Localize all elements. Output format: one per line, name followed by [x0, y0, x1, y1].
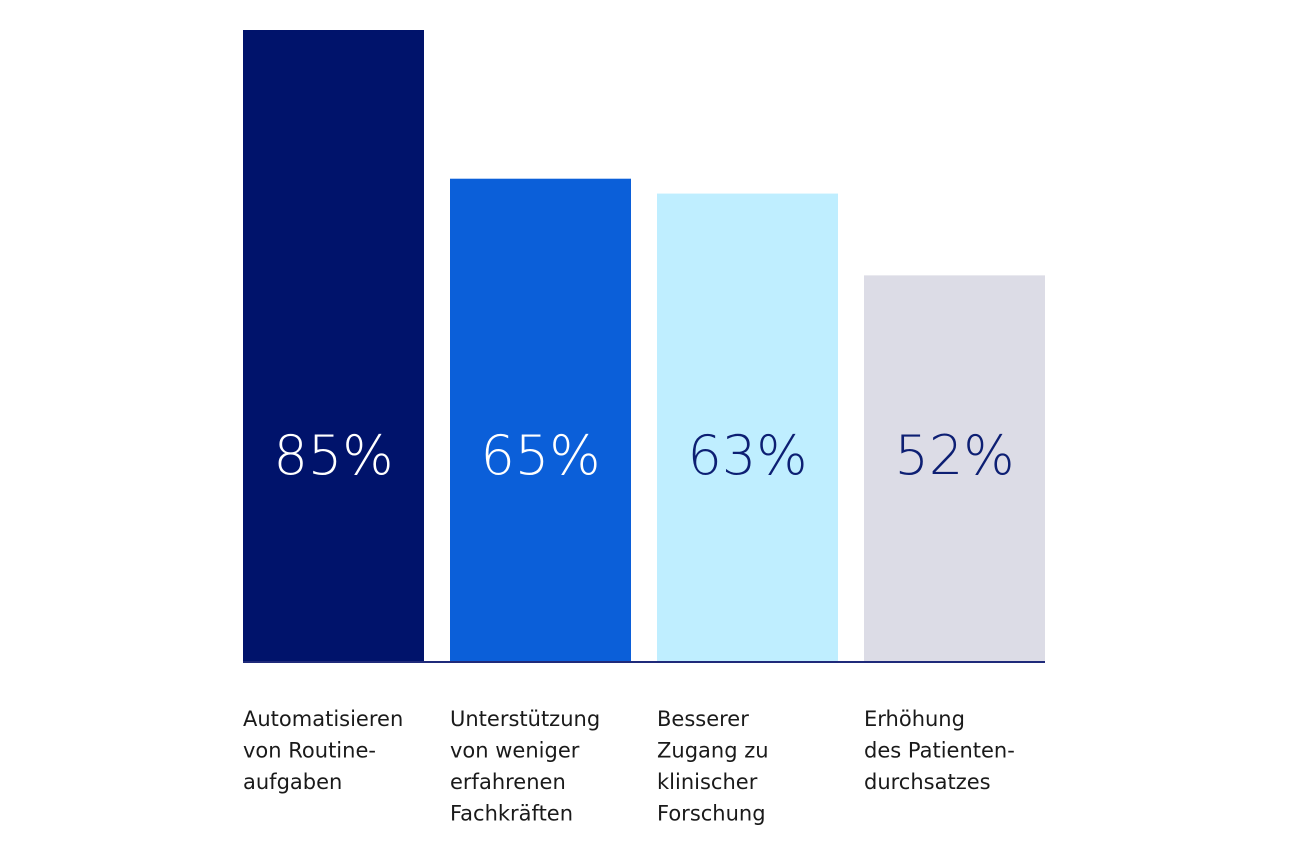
bar	[243, 30, 424, 662]
bar	[657, 193, 838, 662]
category-label-line: aufgaben	[243, 770, 342, 794]
category-label: Erhöhung des Patienten-durchsatzes	[864, 707, 1015, 794]
category-label-line: von weniger	[450, 739, 580, 763]
category-label-line: durchsatzes	[864, 770, 991, 794]
category-label-line: Zugang zu	[657, 739, 769, 763]
category-label: Unterstützung von weniger erfahrenen Fachkr…	[450, 707, 600, 826]
category-label-line: von Routine-	[243, 739, 376, 763]
category-label-line: klinischer	[657, 770, 758, 794]
bars-layer: 85% 65% 63% 52%	[243, 30, 1045, 663]
category-label-line: erfahrenen	[450, 770, 566, 794]
bar	[864, 275, 1045, 662]
bar-value-label: 65%	[480, 424, 600, 487]
category-label: Besserer Zugang zu klinischer Forschung	[657, 707, 769, 826]
category-label-line: des Patienten-	[864, 739, 1015, 763]
category-labels-layer: Automatisieren von Routine-aufgaben Unters…	[243, 707, 1015, 826]
bar-value-label: 63%	[687, 424, 807, 487]
category-label-line: Automatisieren	[243, 707, 403, 731]
category-label-line: Forschung	[657, 802, 766, 826]
category-label-line: Erhöhung	[864, 707, 965, 731]
category-label-line: Besserer	[657, 707, 749, 731]
category-label-line: Fachkräften	[450, 802, 573, 826]
category-label: Automatisieren von Routine-aufgaben	[243, 707, 403, 794]
bar	[450, 178, 631, 663]
bar-value-label: 52%	[894, 424, 1014, 487]
category-label-line: Unterstützung	[450, 707, 600, 731]
bar-value-label: 85%	[273, 424, 393, 487]
